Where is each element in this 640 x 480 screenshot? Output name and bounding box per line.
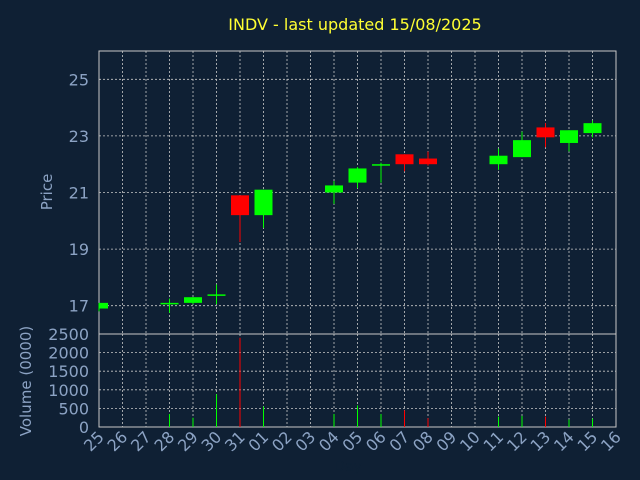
candle-body — [99, 302, 108, 309]
volume-tick-label: 1500 — [48, 362, 89, 381]
candle-body — [583, 123, 602, 134]
candle-body — [560, 130, 578, 143]
price-tick-label: 25 — [69, 70, 89, 89]
candle-body — [184, 297, 202, 303]
candle-body — [395, 154, 414, 165]
x-axis-ticks: 2526272829303101020304050607080910111213… — [80, 427, 625, 455]
price-panel: 17 19 21 23 25 Price — [38, 50, 617, 335]
candle-body — [325, 185, 343, 193]
volume-tick-label: 2000 — [48, 344, 89, 363]
chart-title: INDV - last updated 15/08/2025 — [228, 15, 481, 34]
candle-body — [419, 158, 437, 165]
volume-bars — [169, 337, 593, 427]
candle-body — [372, 164, 390, 166]
x-tick-label: 16 — [597, 427, 625, 455]
candles — [98, 120, 602, 313]
price-gridlines — [98, 51, 617, 334]
x-axis-label: Day — [334, 459, 362, 475]
volume-tick-label: 500 — [58, 399, 89, 418]
volume-tick-label: 2500 — [48, 325, 89, 344]
price-tick-label: 19 — [69, 240, 89, 259]
price-tick-label: 23 — [69, 127, 89, 146]
candle-body — [231, 195, 249, 216]
candle-body — [536, 127, 555, 138]
candle-body — [348, 168, 367, 183]
candle-body — [489, 155, 508, 165]
price-tick-label: 21 — [69, 184, 89, 203]
price-y-ticks: 17 19 21 23 25 — [69, 70, 89, 315]
volume-axis-label: Volume (0000) — [17, 326, 35, 436]
volume-tick-label: 0 — [79, 418, 89, 437]
volume-tick-label: 1000 — [48, 381, 89, 400]
candle-body — [207, 294, 226, 296]
candle-body — [513, 140, 531, 158]
candle-body — [160, 302, 179, 305]
price-axis-label: Price — [38, 174, 56, 211]
candle-body — [254, 189, 273, 216]
price-tick-label: 17 — [69, 297, 89, 316]
